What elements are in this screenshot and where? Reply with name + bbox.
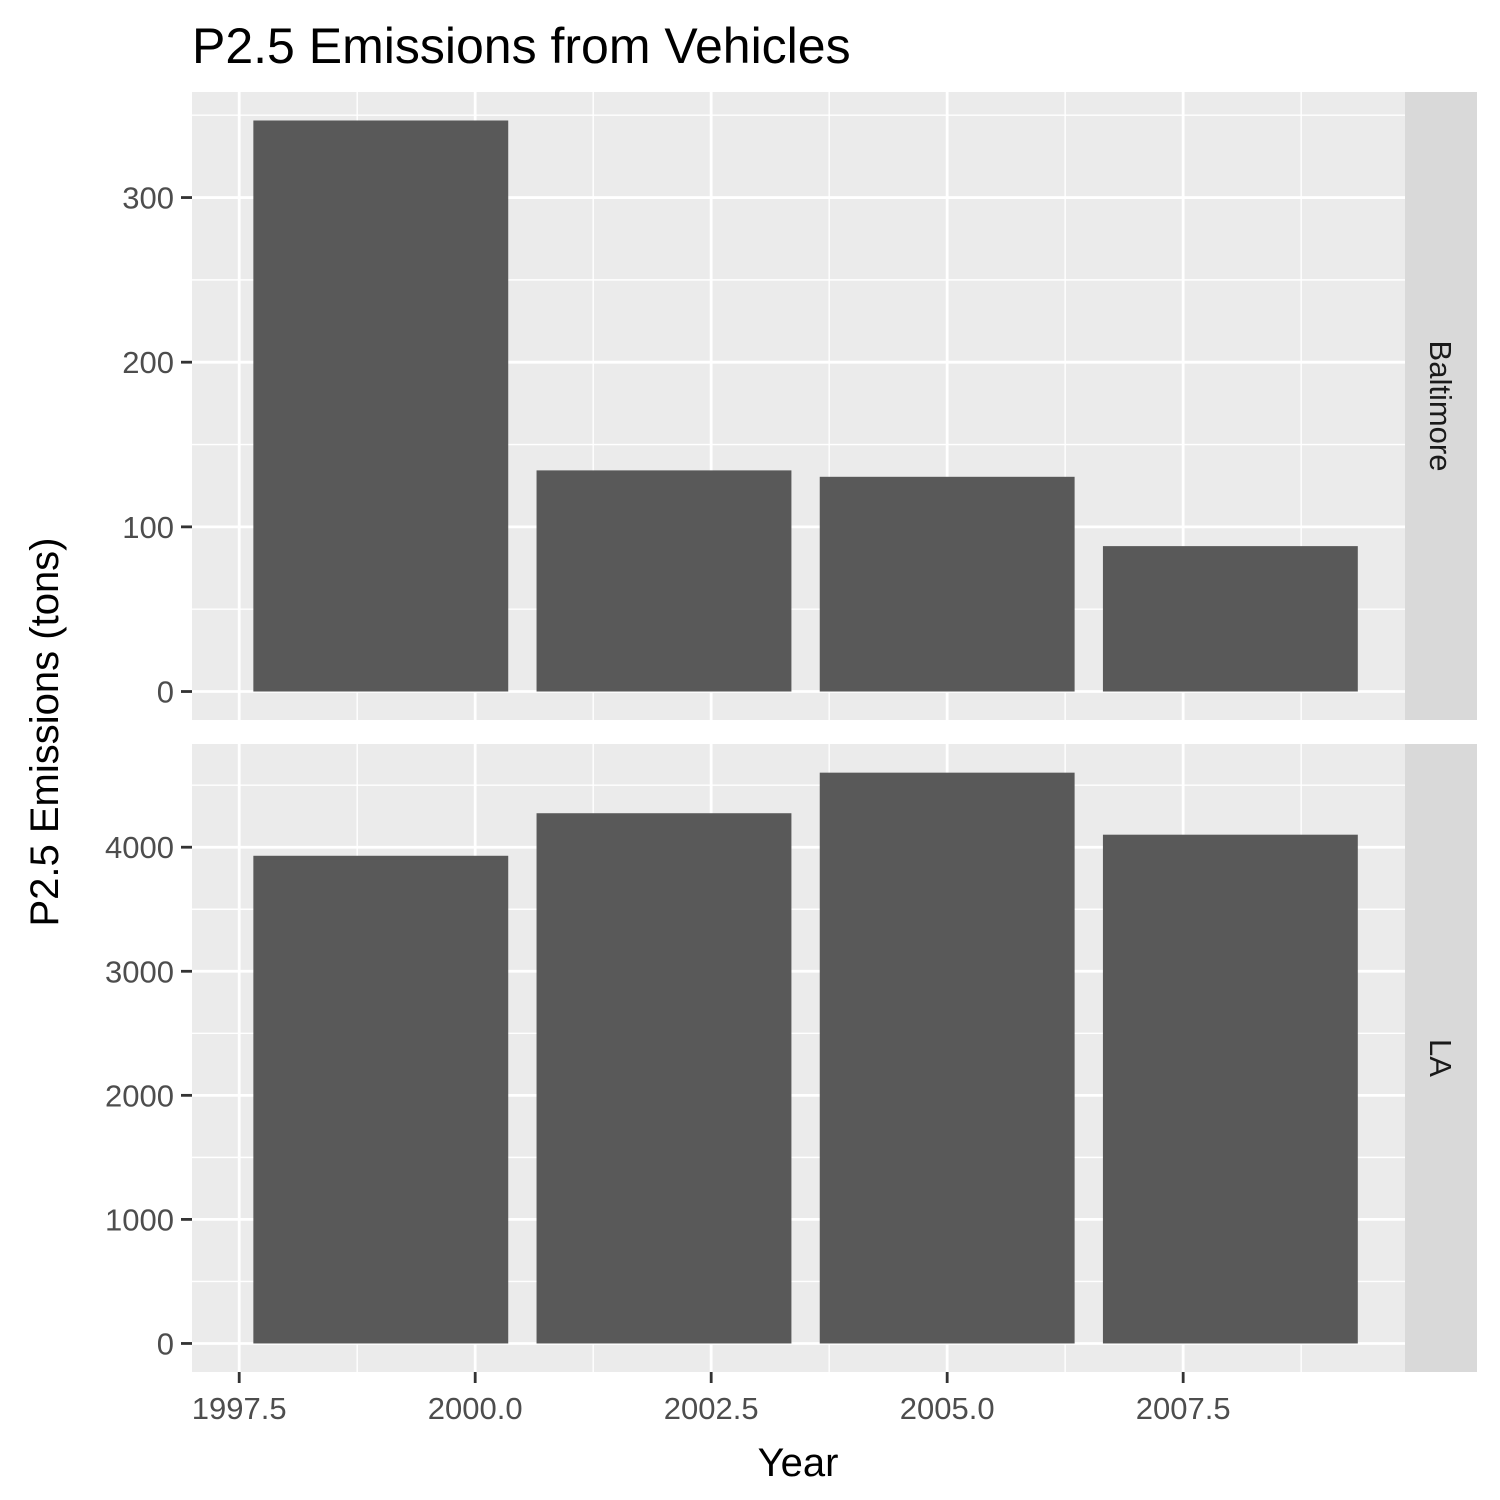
facet-panel-1: 0 1000 2000 3000 4000 LA: [105, 744, 1477, 1372]
y-axis-title: P2.5 Emissions (tons): [23, 537, 67, 926]
y-tick-label: 0: [157, 1326, 174, 1361]
facet-strip-label: Baltimore: [1423, 341, 1458, 472]
y-tick-label: 300: [122, 181, 174, 216]
x-tick-label: 2002.5: [664, 1391, 759, 1426]
bar-baltimore-2008: [1102, 546, 1358, 692]
x-tick-label: 1997.5: [192, 1391, 287, 1426]
x-axis-title: Year: [758, 1441, 839, 1485]
facet-strip: [1405, 92, 1477, 720]
y-tick-label: 3000: [105, 954, 174, 989]
facet-strip-label: LA: [1423, 1039, 1458, 1077]
facet-strip: [1405, 744, 1477, 1372]
bar-la-2008: [1102, 834, 1358, 1344]
facet-panels: 0 100 200 300 Baltimore 0 1000 2000 3000 4000 LA: [105, 92, 1477, 1372]
bar-la-1999: [253, 855, 509, 1344]
y-tick-label: 4000: [105, 830, 174, 865]
bar-la-2002: [536, 813, 792, 1344]
chart-title: P2.5 Emissions from Vehicles: [192, 18, 851, 74]
bar-baltimore-1999: [253, 120, 509, 692]
y-tick-label: 1000: [105, 1202, 174, 1237]
y-tick-label: 200: [122, 345, 174, 380]
x-axis: 1997.5 2000.0 2002.5 2005.0 2007.5: [192, 1372, 1231, 1426]
facet-panel-0: 0 100 200 300 Baltimore: [122, 92, 1477, 720]
bar-la-2005: [819, 772, 1075, 1344]
x-tick-label: 2005.0: [900, 1391, 995, 1426]
bar-baltimore-2005: [819, 476, 1075, 692]
y-tick-label: 0: [157, 675, 174, 710]
x-tick-label: 2000.0: [428, 1391, 523, 1426]
bar-baltimore-2002: [536, 470, 792, 692]
x-tick-label: 2007.5: [1136, 1391, 1231, 1426]
y-tick-label: 100: [122, 510, 174, 545]
y-tick-label: 2000: [105, 1078, 174, 1113]
